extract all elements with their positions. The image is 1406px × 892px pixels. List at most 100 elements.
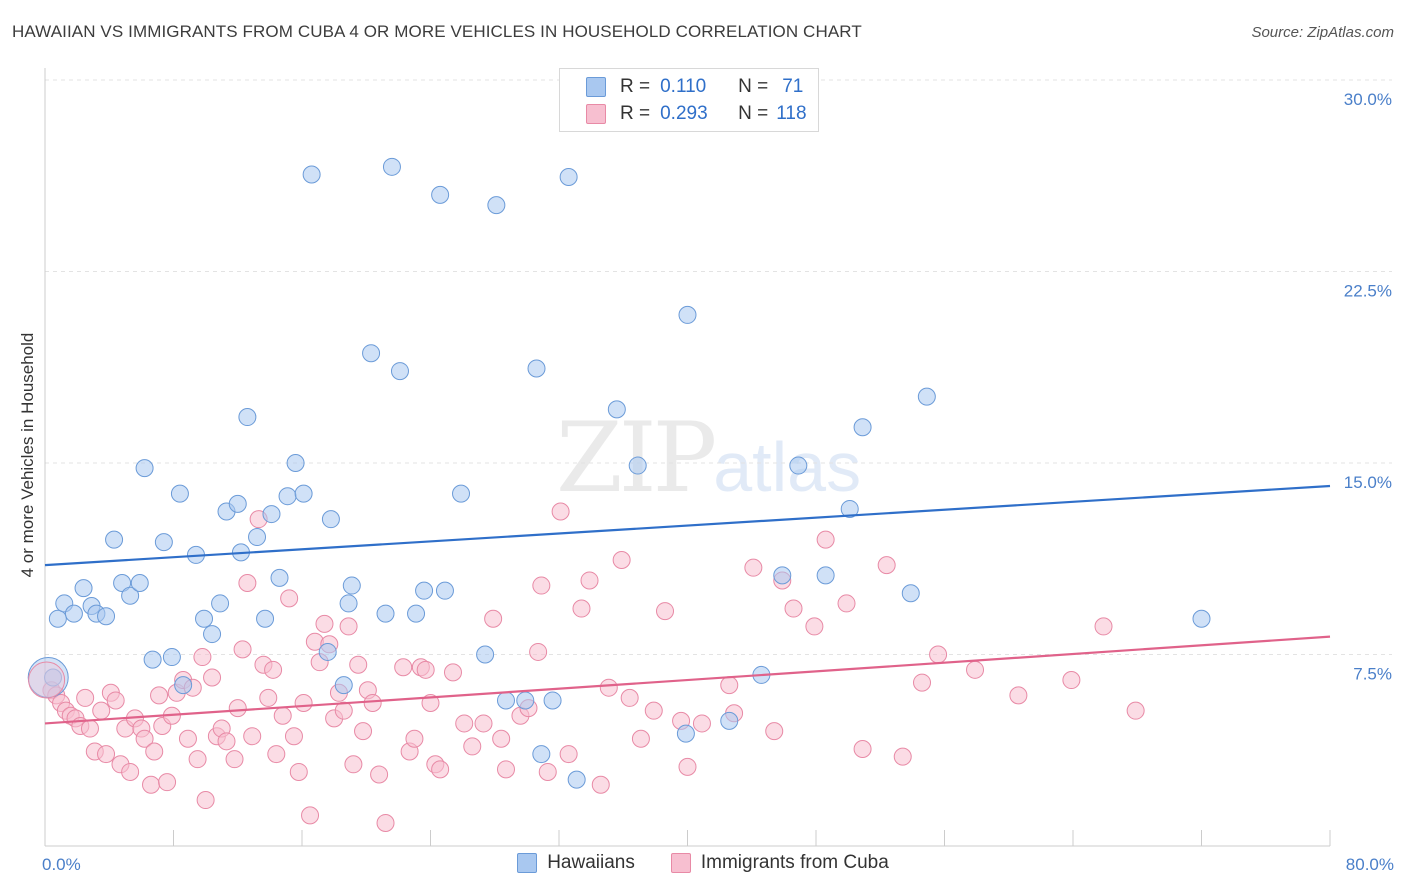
hawaiian-point [321,510,340,529]
cuba-point [135,729,154,748]
hawaiian-point [678,305,697,324]
hawaiian-point [318,642,337,661]
legend-label-cuba: Immigrants from Cuba [700,852,889,873]
cuba-point [28,661,66,699]
cuba-point [158,773,177,792]
cuba-point [80,719,99,738]
cuba-point [580,571,599,590]
hawaiian-point [435,581,454,600]
cuba-point [363,694,382,713]
hawaiian-point [286,454,305,472]
cuba-point [929,645,948,664]
hawaiian-point [113,574,132,593]
hawaiian-point [203,625,222,644]
cuba-point [431,760,450,779]
cuba-point [178,729,197,748]
cuba-point [349,655,368,674]
cuba-point [1126,701,1145,720]
hawaiian-point [543,691,562,710]
hawaiian-point [362,344,381,363]
hawaiian-point [532,745,551,764]
cuba-point [416,660,435,679]
cuba-point [228,699,247,718]
cuba-point [572,599,591,618]
hawaiian-point [789,456,808,475]
y-tick-label: 22.5% [1344,282,1392,301]
cuba-point [492,729,511,748]
cuba-point [97,745,116,764]
legend-r-label: R = [620,76,651,97]
cuba-point [273,706,292,725]
chart-title: HAWAIIAN VS IMMIGRANTS FROM CUBA 4 OR MO… [12,22,862,41]
cuba-point [203,668,222,687]
cuba-point [405,729,424,748]
cuba-point [532,576,551,595]
cuba-point [315,614,334,633]
hawaiian-point [676,724,695,743]
hawaiian-point [853,418,872,437]
legend-item-cuba[interactable]: Immigrants from Cuba [670,852,889,874]
cuba-point [301,806,320,825]
hawaiian-point [773,566,792,585]
hawaiian-point [720,711,739,730]
legend-swatch-pink [586,104,606,124]
cuba-point [243,727,262,746]
hawaiian-point [294,484,313,503]
hawaiian-point [248,528,267,547]
legend-label-hawaiians: Hawaiians [547,852,635,873]
cuba-point [1062,671,1081,690]
legend-swatch-blue [517,853,538,873]
y-tick-label: 30.0% [1344,90,1392,109]
hawaiian-trend-line [44,484,1331,567]
hawaiian-point [97,607,116,626]
hawaiian-point [376,604,395,623]
cuba-point [559,745,578,764]
cuba-point [150,686,169,705]
cuba-point [463,737,482,756]
watermark: ZIPatlas [556,402,861,514]
hawaiian-point [628,456,647,475]
legend-item-hawaiians[interactable]: Hawaiians [517,852,635,874]
cuba-point [720,676,739,695]
cuba-point [370,765,389,784]
hawaiian-point [496,691,515,710]
hawaiian-point [211,594,230,613]
hawaiian-point [278,487,297,506]
legend-r-label: R = [620,103,651,124]
cuba-point [765,722,784,741]
cuba-point [599,678,618,697]
legend-swatch-pink [670,853,691,873]
cuba-point [193,648,212,667]
hawaiian-point [195,609,214,628]
cuba-point [966,660,985,679]
hawaiian-point [607,400,626,419]
cuba-point [644,701,663,720]
hawaiian-point [567,770,586,789]
hawaiian-point [64,604,83,623]
cuba-point [853,739,872,758]
cuba-point [496,760,515,779]
hawaiian-point [415,581,434,600]
cuba-point [692,714,711,733]
cuba-point [744,558,763,577]
hawaiian-point [135,459,154,478]
cuba-point [612,551,631,570]
correlation-legend: R = 0.110 N = 71 R = 0.293 N = 118 [559,68,819,132]
cuba-point [264,660,283,679]
hawaiian-point [476,645,495,664]
hawaiian-point [390,362,409,381]
y-tick-label: 15.0% [1344,473,1392,492]
cuba-point [238,574,257,593]
hawaiian-point [1192,609,1211,628]
hawaiian-point [154,533,173,552]
hawaiian-point [130,574,149,593]
cuba-point [1094,617,1113,636]
cuba-point [529,642,548,661]
source-label: Source: ZipAtlas.com [1251,24,1394,41]
hawaiian-point [143,650,162,669]
cuba-point [217,732,236,751]
cuba-point [376,814,395,833]
legend-n-label: N = [738,103,769,124]
hawaiian-point [840,499,859,518]
